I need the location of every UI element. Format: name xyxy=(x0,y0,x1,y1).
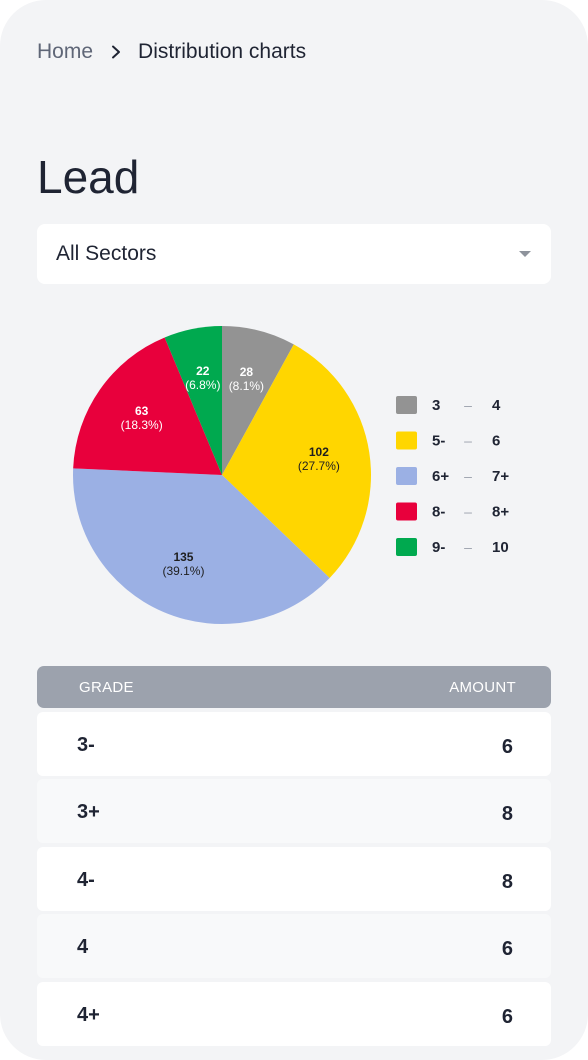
legend-range-from: 8- xyxy=(432,504,445,521)
slice-percent-label: (8.1%) xyxy=(229,379,264,393)
slice-value-label: 135 xyxy=(173,550,193,564)
pie-slice xyxy=(222,344,371,578)
caret-down-icon xyxy=(519,251,531,257)
sector-select-value: All Sectors xyxy=(56,242,157,265)
page-title: Lead xyxy=(37,151,140,203)
legend-range-from: 9- xyxy=(432,539,445,556)
table-row: 4+ 6 xyxy=(37,982,551,1046)
pie-slice xyxy=(164,326,222,475)
slice-value-label: 22 xyxy=(196,364,210,378)
legend-range-to: 4 xyxy=(492,397,501,414)
legend-swatch xyxy=(396,396,417,414)
column-header-amount: AMOUNT xyxy=(449,679,516,696)
slice-value-label: 102 xyxy=(309,445,329,459)
table-row: 3- 6 xyxy=(37,712,551,776)
table-row: 3+ 8 xyxy=(37,779,551,843)
breadcrumb: Home Distribution charts xyxy=(37,40,306,64)
grade-cell: 4- xyxy=(77,869,95,891)
amount-cell: 6 xyxy=(501,736,513,758)
legend-separator: – xyxy=(464,468,472,484)
legend-range-to: 10 xyxy=(492,539,509,556)
legend-range-from: 6+ xyxy=(432,468,449,485)
grade-cell: 3- xyxy=(77,734,95,756)
breadcrumb-home-link[interactable]: Home xyxy=(37,40,94,63)
grade-cell: 3+ xyxy=(77,801,100,823)
legend-separator: – xyxy=(464,504,472,520)
breadcrumb-current: Distribution charts xyxy=(138,40,307,63)
legend-range-to: 6 xyxy=(492,433,500,450)
column-header-grade: GRADE xyxy=(79,679,134,696)
slice-percent-label: (18.3%) xyxy=(121,418,163,432)
legend-range-from: 3 xyxy=(432,397,440,414)
grade-cell: 4 xyxy=(77,936,89,958)
amount-cell: 6 xyxy=(501,938,513,960)
sector-select[interactable]: All Sectors xyxy=(37,224,551,284)
grade-pie-chart: 28(8.1%)102(27.7%)135(39.1%)63(18.3%)22(… xyxy=(72,326,509,624)
table-row: 4 6 xyxy=(37,914,551,978)
table-row: 4- 8 xyxy=(37,847,551,911)
slice-percent-label: (6.8%) xyxy=(185,378,220,392)
legend-separator: – xyxy=(464,539,472,555)
pie-slice xyxy=(222,326,294,475)
legend-swatch xyxy=(396,431,417,450)
slice-percent-label: (27.7%) xyxy=(298,459,340,473)
slice-percent-label: (39.1%) xyxy=(162,564,204,578)
legend-separator: – xyxy=(464,397,472,413)
legend-swatch xyxy=(396,467,417,485)
legend-separator: – xyxy=(464,433,472,449)
amount-cell: 8 xyxy=(501,871,513,893)
pie-slice xyxy=(73,337,223,475)
grade-cell: 4+ xyxy=(77,1004,100,1026)
legend-swatch xyxy=(396,538,417,556)
pie-slice xyxy=(72,468,330,624)
chevron-right-icon xyxy=(112,45,121,59)
slice-value-label: 63 xyxy=(135,404,149,418)
slice-value-label: 28 xyxy=(240,365,254,379)
legend-range-to: 7+ xyxy=(492,468,509,485)
table-header: GRADE AMOUNT xyxy=(37,666,551,708)
legend-range-to: 8+ xyxy=(492,504,509,521)
amount-cell: 6 xyxy=(501,1006,513,1028)
legend-swatch xyxy=(396,502,417,521)
legend-range-from: 5- xyxy=(432,433,445,450)
amount-cell: 8 xyxy=(501,803,513,825)
